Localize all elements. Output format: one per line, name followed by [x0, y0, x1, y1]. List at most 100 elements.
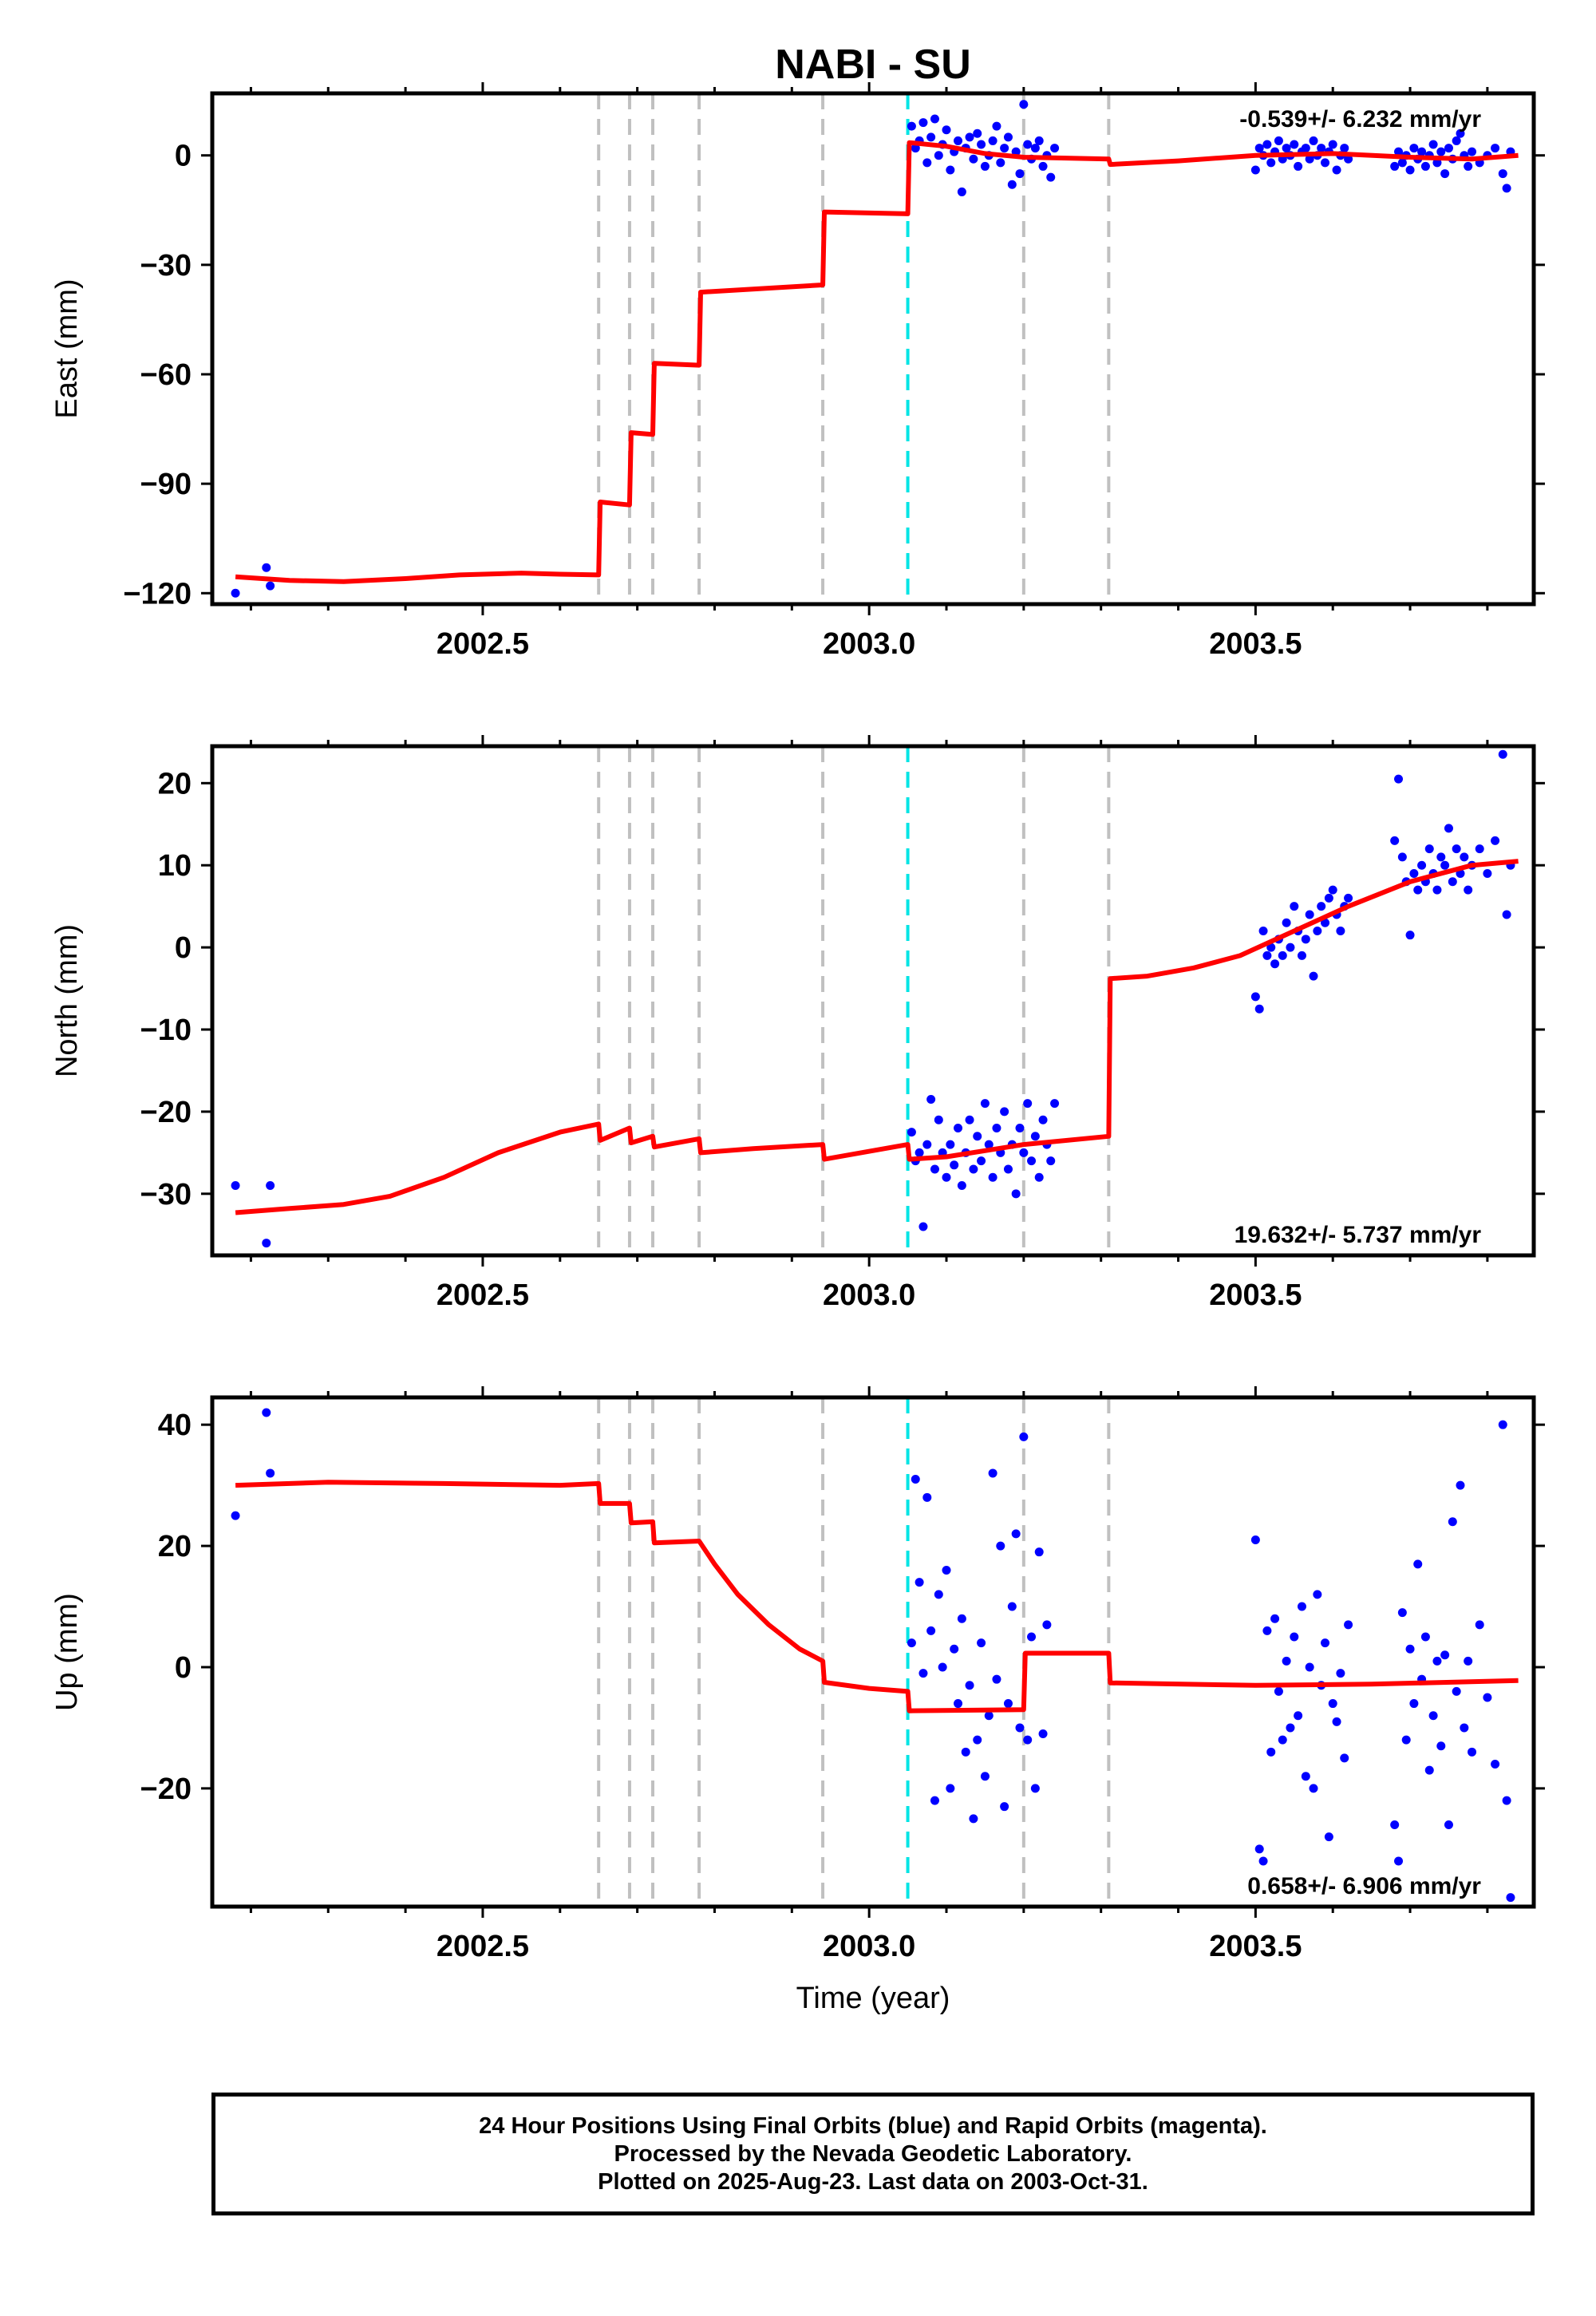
- data-point: [1502, 1796, 1511, 1805]
- data-point: [965, 1115, 974, 1124]
- x-tick-label: 2002.5: [437, 627, 529, 661]
- data-point: [1483, 1693, 1492, 1702]
- data-point: [1000, 144, 1009, 153]
- data-point: [1317, 144, 1326, 153]
- data-point: [1324, 893, 1333, 903]
- data-point: [1046, 1156, 1056, 1166]
- data-point: [1042, 1620, 1052, 1630]
- data-point: [1483, 869, 1492, 878]
- data-point: [1282, 144, 1291, 153]
- y-tick-label: 20: [158, 1530, 192, 1563]
- data-point: [1328, 140, 1337, 149]
- plot-area-east: [231, 93, 1519, 604]
- data-point: [1452, 844, 1461, 854]
- data-point: [1023, 1735, 1033, 1745]
- data-point: [973, 128, 982, 138]
- data-point: [1444, 144, 1453, 153]
- data-point: [922, 1140, 932, 1149]
- data-point: [973, 1735, 982, 1745]
- data-point: [1015, 1723, 1025, 1733]
- data-point: [1321, 918, 1330, 927]
- data-point: [980, 161, 990, 171]
- data-point: [262, 1239, 271, 1248]
- data-point: [980, 1099, 990, 1109]
- y-tick-label: 20: [158, 767, 192, 800]
- data-point: [977, 1156, 986, 1166]
- data-point: [1023, 1099, 1033, 1109]
- y-axis-label: Up (mm): [50, 1593, 84, 1711]
- data-point: [266, 1468, 275, 1478]
- data-point: [1436, 1741, 1446, 1751]
- data-point: [1019, 100, 1029, 109]
- data-point: [922, 1492, 932, 1502]
- data-point: [1270, 1614, 1280, 1623]
- y-tick-label: −10: [140, 1014, 192, 1047]
- data-point: [1266, 1747, 1276, 1757]
- data-point: [1274, 1686, 1283, 1696]
- data-point: [984, 1711, 994, 1721]
- data-point: [1034, 1172, 1044, 1182]
- data-point: [934, 151, 943, 160]
- data-point: [1007, 1602, 1017, 1611]
- data-point: [1390, 836, 1400, 845]
- data-point: [988, 1172, 998, 1182]
- data-point: [1007, 180, 1017, 189]
- data-point: [969, 154, 978, 164]
- data-point: [1417, 860, 1427, 870]
- data-point: [957, 1181, 966, 1191]
- data-point: [1046, 172, 1056, 182]
- data-point: [1003, 1164, 1013, 1174]
- data-point: [1286, 1723, 1295, 1733]
- data-point: [1340, 1753, 1349, 1763]
- data-point: [918, 1669, 928, 1678]
- data-point: [1436, 147, 1446, 156]
- data-point: [1448, 1517, 1457, 1527]
- plot-area-up: [231, 1397, 1519, 1907]
- data-point: [988, 1468, 998, 1478]
- x-tick-label: 2002.5: [437, 1930, 529, 1963]
- data-point: [1297, 951, 1306, 960]
- data-point: [231, 1511, 240, 1520]
- data-point: [1000, 1107, 1009, 1117]
- data-point: [1344, 154, 1353, 164]
- data-point: [1297, 1602, 1306, 1611]
- model-fit-line: [235, 140, 1519, 584]
- data-point: [988, 136, 998, 145]
- data-point: [950, 1644, 959, 1654]
- x-tick-label: 2003.5: [1209, 1930, 1302, 1963]
- velocity-annotation: 0.658+/- 6.906 mm/yr: [1247, 1873, 1481, 1899]
- y-tick-label: −20: [140, 1773, 192, 1806]
- data-point: [965, 132, 974, 142]
- data-point: [1321, 1638, 1330, 1648]
- data-point: [1305, 910, 1314, 919]
- data-point: [992, 1124, 1001, 1132]
- data-point: [954, 1124, 963, 1132]
- data-point: [1498, 1420, 1507, 1429]
- data-point: [1456, 128, 1465, 138]
- data-point: [1027, 1156, 1037, 1166]
- panel-east: 2002.5 2003.0 2003.5 −120 −90 −60 −30 0 East (mm…: [50, 82, 1545, 661]
- y-tick-label: −30: [140, 1178, 192, 1211]
- data-point: [1436, 852, 1446, 862]
- data-point: [1003, 1699, 1013, 1709]
- data-point: [1050, 144, 1060, 153]
- data-point: [996, 158, 1005, 168]
- data-point: [1397, 852, 1407, 862]
- data-point: [266, 1181, 275, 1191]
- data-point: [1394, 147, 1404, 156]
- data-point: [1502, 910, 1511, 919]
- x-tick-label: 2003.0: [823, 627, 915, 661]
- data-point: [1290, 1632, 1299, 1642]
- data-point: [977, 1638, 986, 1648]
- footer-line-2: Processed by the Nevada Geodetic Laborat…: [614, 2140, 1132, 2167]
- data-point: [231, 588, 240, 598]
- data-point: [1502, 184, 1511, 193]
- data-point: [1390, 1820, 1400, 1829]
- data-point: [973, 1132, 982, 1141]
- data-point: [1305, 154, 1314, 164]
- y-tick-label: −60: [140, 358, 192, 392]
- data-point: [922, 158, 932, 168]
- data-point: [1468, 147, 1477, 156]
- data-point: [1506, 1893, 1515, 1903]
